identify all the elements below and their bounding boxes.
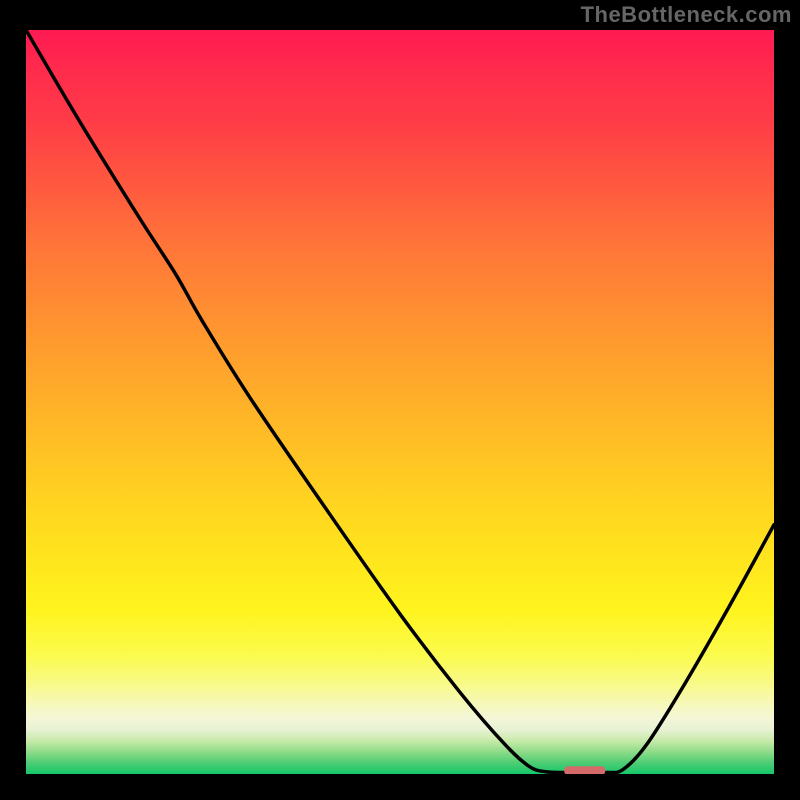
plot-area xyxy=(26,30,774,774)
watermark-text: TheBottleneck.com xyxy=(581,2,792,28)
chart-container: { "watermark": { "text": "TheBottleneck.… xyxy=(0,0,800,800)
bottleneck-marker xyxy=(564,766,605,774)
chart-svg xyxy=(26,30,774,774)
gradient-background xyxy=(26,30,774,774)
